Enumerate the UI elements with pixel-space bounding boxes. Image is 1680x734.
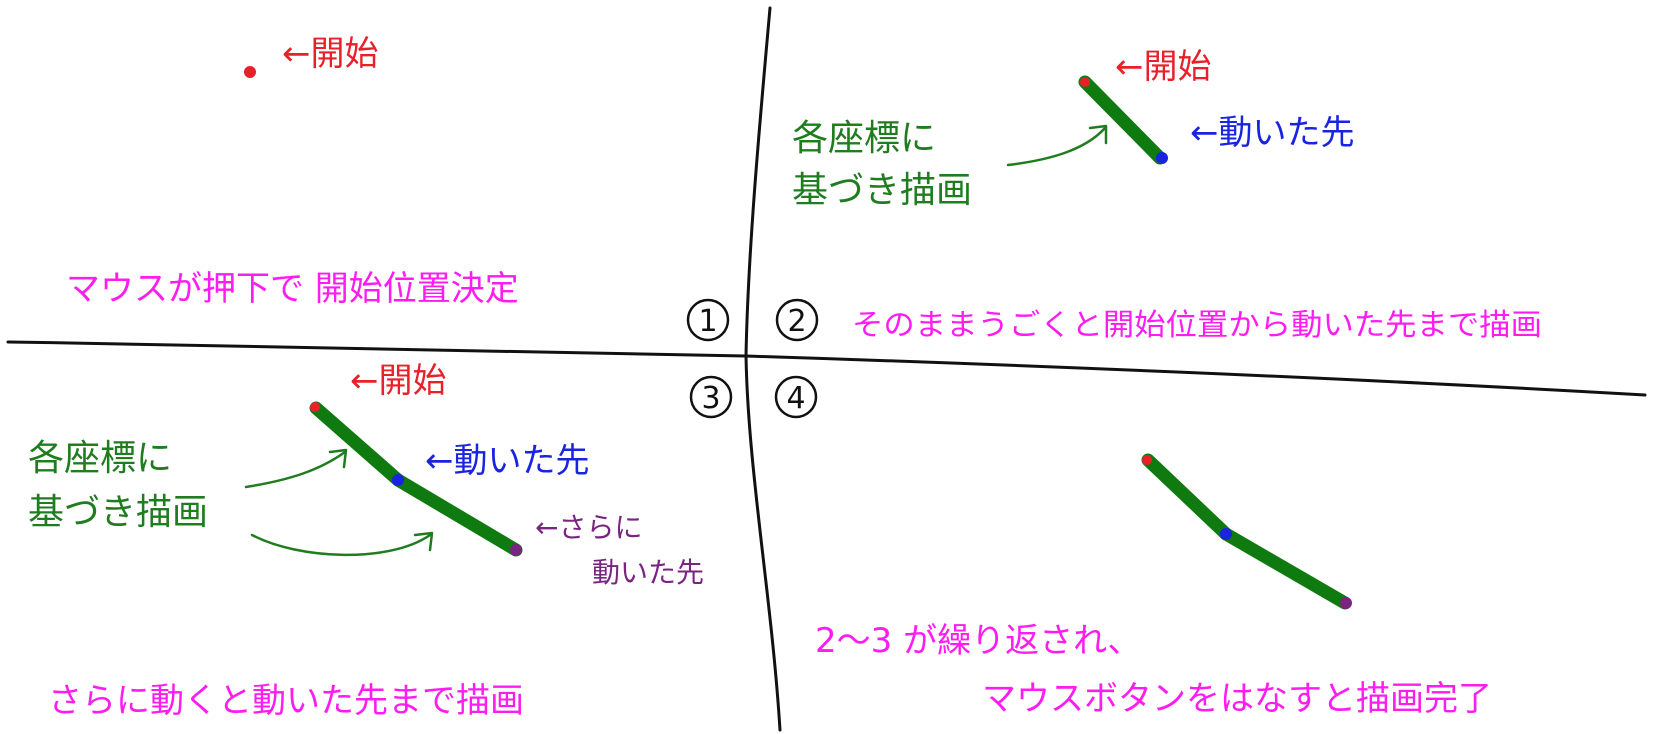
start-point [310, 402, 320, 412]
draw-arrow-1-head [328, 448, 348, 469]
step4-text-line1: 2〜3 が繰り返され、 [815, 621, 1141, 661]
draw-arrow-2-head [413, 531, 434, 552]
moved-point [1156, 152, 1168, 164]
step4-text-line2: マウスボタンをはなすと描画完了 [982, 679, 1492, 719]
start-point [1080, 77, 1090, 87]
step-number-2: 2 [775, 298, 819, 342]
start-label: ←開始 [350, 361, 447, 401]
step-number-3: 3 [689, 375, 733, 419]
start-label: ←開始 [1115, 47, 1212, 87]
svg-text:3: 3 [701, 381, 720, 416]
moved-label: ←動いた先 [1190, 113, 1355, 153]
draw-arrow [1006, 126, 1107, 167]
draw-note-line2: 基づき描画 [792, 170, 972, 211]
draw-note-line1: 各座標に [28, 438, 172, 479]
moved-point [392, 474, 404, 486]
start-label: ←開始 [282, 34, 379, 74]
draw-arrow-2 [250, 533, 432, 557]
step1-text: マウスが押下で 開始位置決定 [66, 269, 519, 309]
step2-text: そのままうごくと開始位置から動いた先まで描画 [852, 308, 1542, 343]
drawn-stroke-2 [1219, 527, 1352, 610]
draw-arrow-1 [244, 450, 347, 489]
draw-note-line2: 基づき描画 [28, 492, 208, 533]
step-number-1: 1 [686, 298, 730, 342]
further-label-line1: ←さらに [535, 511, 642, 544]
start-point [1142, 455, 1152, 465]
step-number-4: 4 [774, 375, 818, 419]
drawn-stroke [1078, 75, 1167, 165]
step3-text: さらに動くと動いた先まで描画 [48, 681, 524, 721]
further-point [1340, 597, 1352, 609]
drawn-stroke-1 [309, 401, 405, 487]
moved-label: ←動いた先 [425, 441, 590, 481]
svg-text:1: 1 [698, 304, 717, 339]
start-point [244, 66, 256, 78]
draw-arrow-head [1088, 124, 1108, 145]
svg-text:2: 2 [787, 304, 806, 339]
drawn-stroke-1 [1141, 453, 1233, 541]
draw-note-line1: 各座標に [792, 118, 936, 159]
vertical-divider [744, 6, 782, 732]
moved-point [1220, 528, 1232, 540]
further-point [510, 544, 522, 556]
drawn-stroke-2 [391, 473, 523, 557]
further-label-line2: 動いた先 [592, 556, 704, 589]
horizontal-divider [6, 340, 1647, 397]
svg-text:4: 4 [786, 381, 805, 416]
